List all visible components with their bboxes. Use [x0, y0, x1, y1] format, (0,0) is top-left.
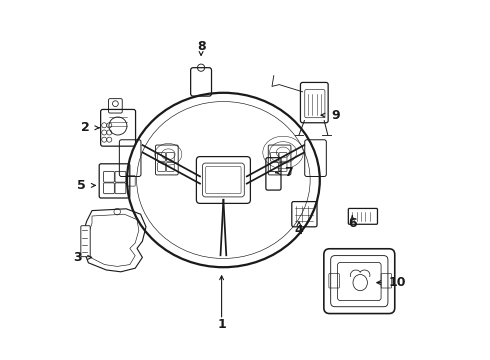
- Text: 2: 2: [81, 121, 90, 134]
- Text: 10: 10: [389, 276, 407, 289]
- Text: 9: 9: [331, 109, 340, 122]
- FancyBboxPatch shape: [305, 140, 326, 176]
- Text: 6: 6: [348, 217, 357, 230]
- FancyBboxPatch shape: [120, 140, 141, 176]
- FancyBboxPatch shape: [81, 226, 90, 257]
- Text: 7: 7: [284, 166, 293, 179]
- Text: 4: 4: [294, 224, 303, 237]
- Text: 1: 1: [217, 318, 226, 330]
- Text: 3: 3: [74, 251, 82, 264]
- Text: 8: 8: [197, 40, 205, 53]
- Text: 5: 5: [77, 179, 86, 192]
